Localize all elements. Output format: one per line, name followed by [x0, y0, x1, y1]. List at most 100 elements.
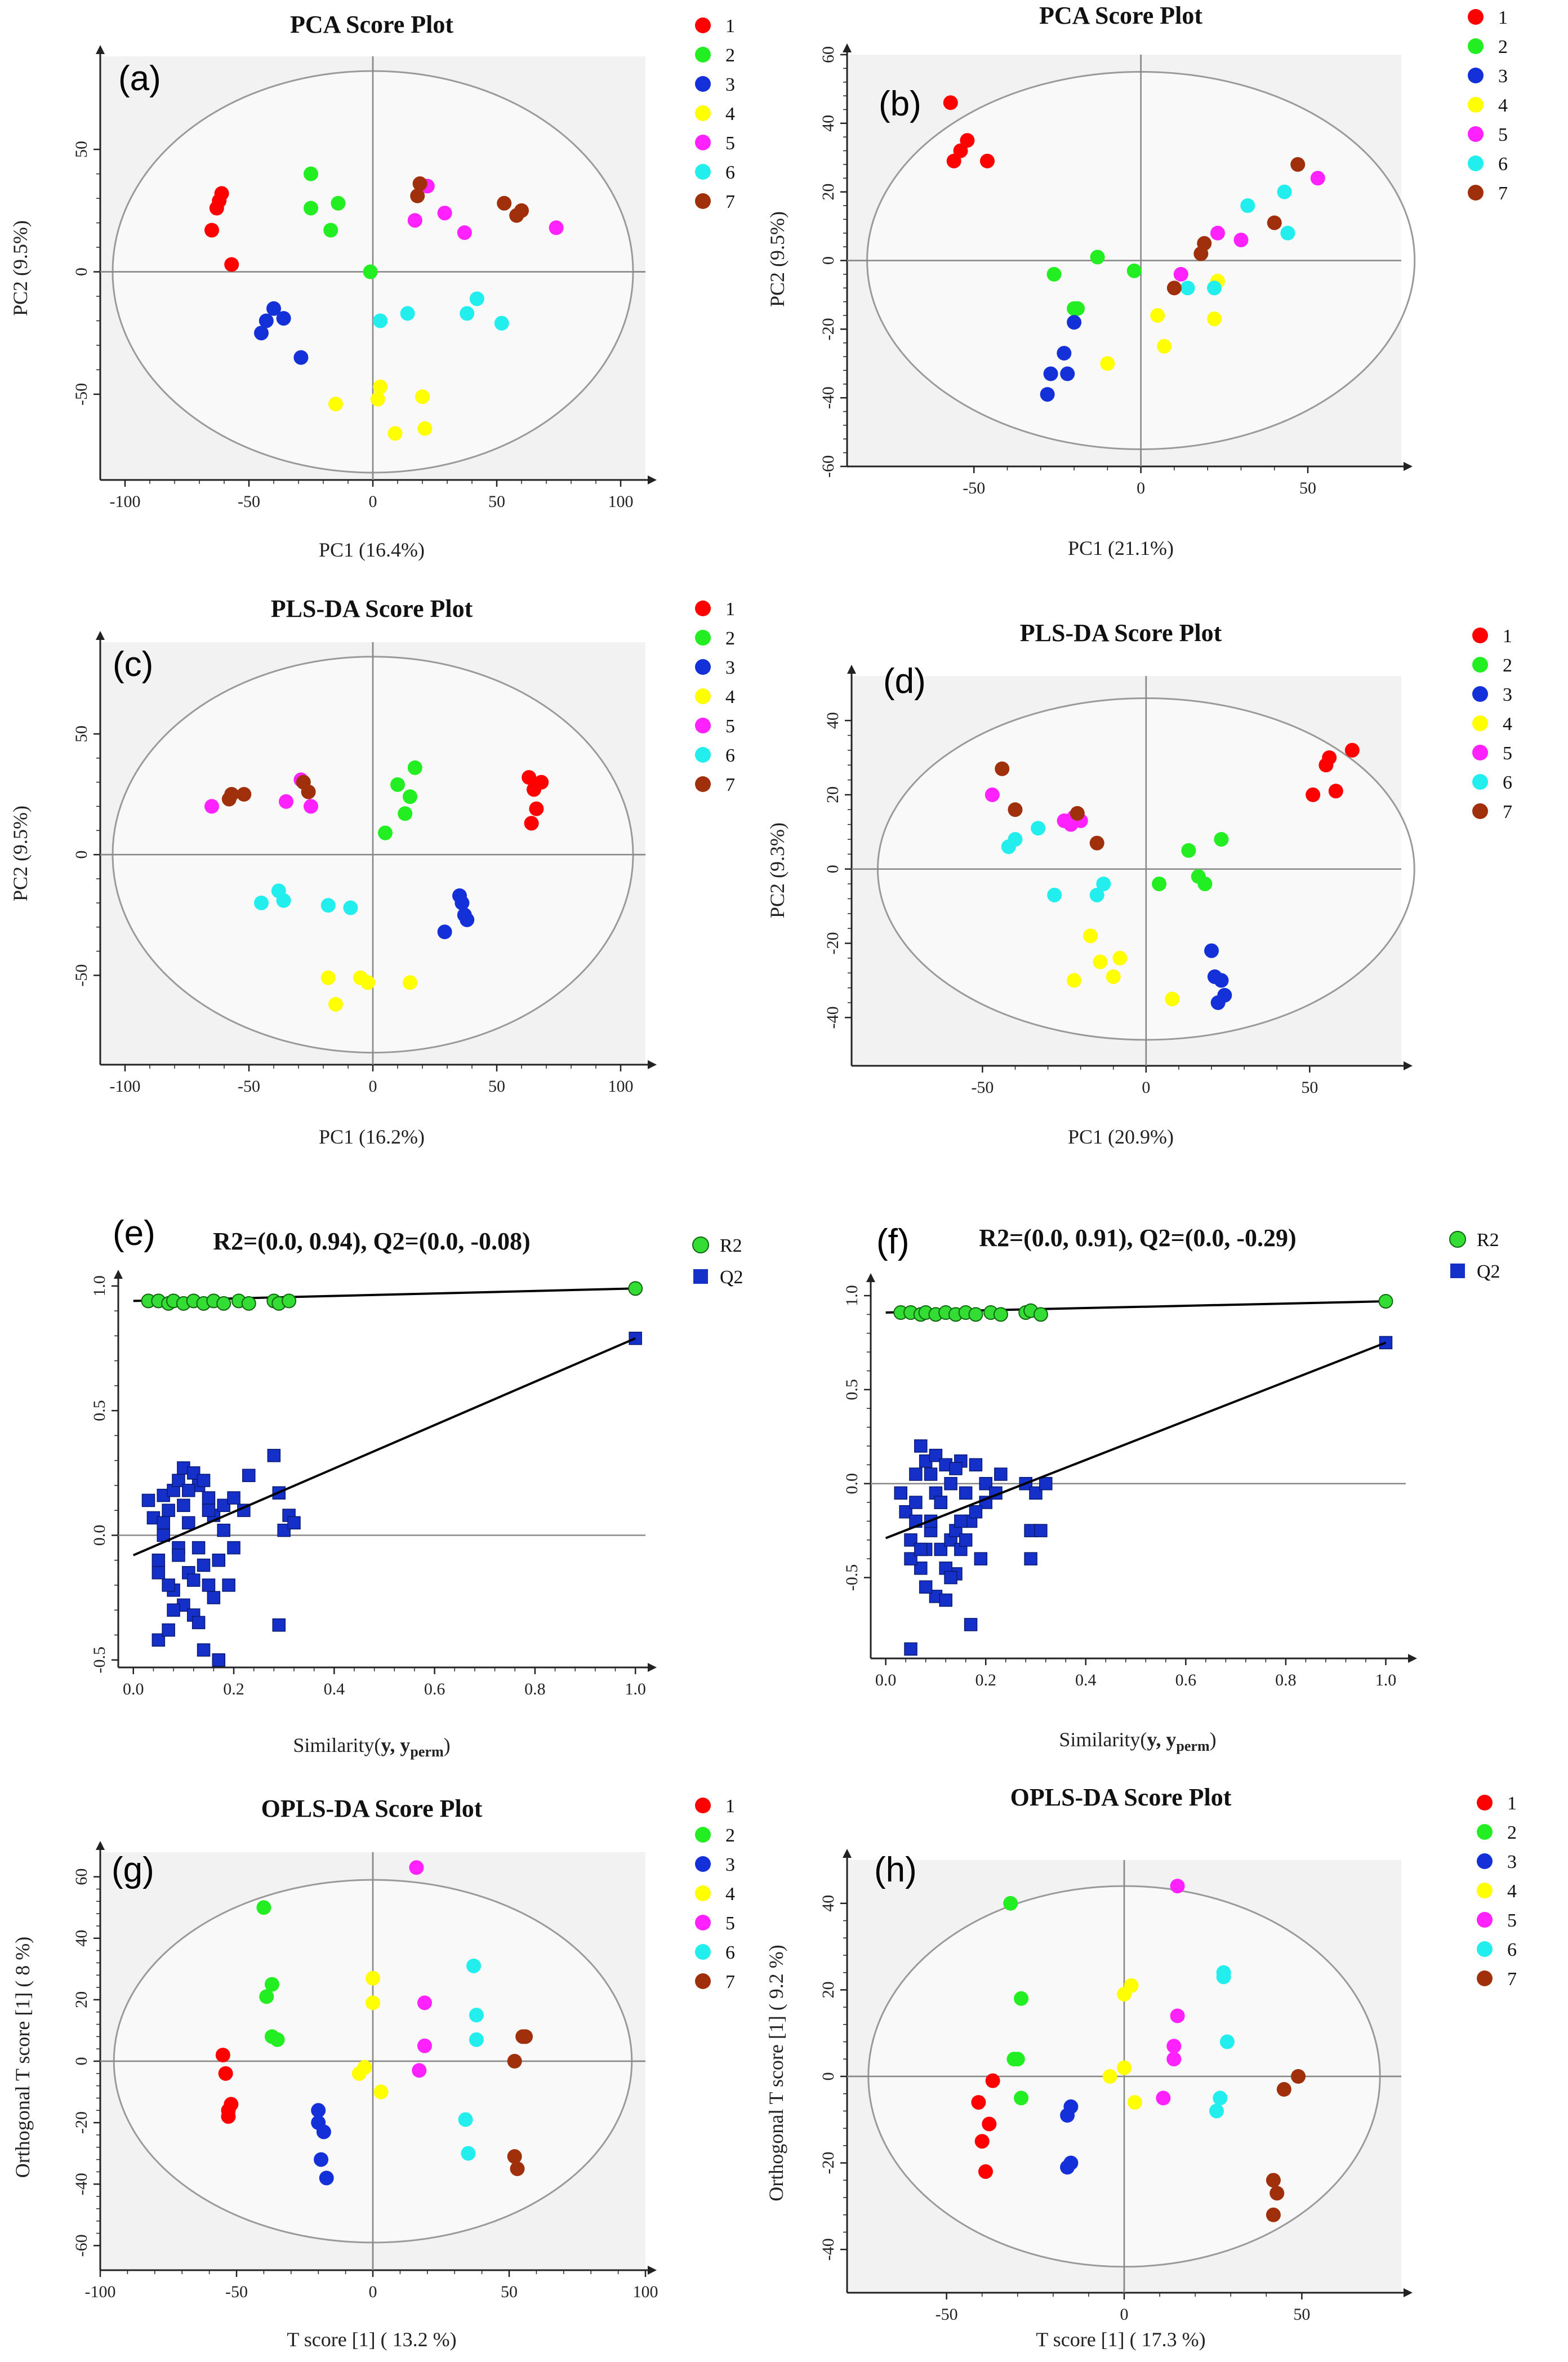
data-point-group-5 — [549, 220, 564, 235]
x-tick-label: 0.0 — [123, 1680, 144, 1698]
legend-marker — [1477, 1795, 1493, 1811]
q2-point — [904, 1642, 917, 1656]
data-point-group-2 — [1214, 831, 1229, 847]
q2-point — [959, 1533, 973, 1547]
data-point-group-2 — [270, 2032, 285, 2047]
x-tick-label: 50 — [1301, 1078, 1318, 1097]
legend-marker — [695, 659, 711, 675]
data-point-group-2 — [1014, 1991, 1029, 2006]
data-point-group-4 — [1124, 1978, 1139, 1993]
legend-marker — [695, 718, 711, 733]
x-tick-label: 0.6 — [424, 1680, 446, 1698]
data-point-group-6 — [1207, 281, 1222, 296]
chart-title: R2=(0.0, 0.91), Q2=(0.0, -0.29) — [979, 1224, 1296, 1252]
x-tick-label: 50 — [501, 2283, 518, 2301]
axis-arrow — [843, 43, 852, 52]
data-point-group-1 — [1306, 787, 1321, 802]
data-point-group-6 — [1216, 1969, 1231, 1985]
data-point-group-6 — [466, 1958, 482, 1973]
data-point-group-6 — [1031, 821, 1046, 836]
x-axis-label: T score [1] ( 17.3 %) — [1036, 2328, 1205, 2351]
x-tick-label: 0.4 — [324, 1680, 345, 1698]
y-tick-label: 50 — [72, 726, 91, 742]
legend-marker — [1472, 628, 1488, 643]
data-point-group-2 — [323, 223, 338, 238]
q2-point — [979, 1476, 992, 1491]
q2-point — [222, 1578, 235, 1592]
data-point-group-2 — [264, 1977, 279, 1992]
y-tick-label: -60 — [72, 2234, 91, 2257]
x-axis-label-suffix: ) — [1210, 1728, 1217, 1751]
legend-label: 6 — [725, 745, 735, 766]
x-tick-label: 100 — [608, 1077, 634, 1096]
x-axis-label-suffix: ) — [444, 1734, 451, 1756]
axis-arrow — [1408, 1654, 1417, 1663]
data-point-group-3 — [1060, 366, 1075, 381]
y-tick-label: -40 — [823, 1006, 842, 1029]
legend-label: 4 — [1498, 95, 1508, 116]
data-point-group-7 — [1166, 281, 1182, 296]
panel-label: (c) — [113, 645, 153, 684]
chart-panel-b: -50 0 50 -60 -40 -20 0 20 40 60 PCA Score Plot (b) P… — [766, 2, 1508, 559]
data-point-group-6 — [469, 2008, 484, 2023]
y-tick-label: 20 — [819, 1981, 838, 1998]
data-point-group-7 — [224, 787, 239, 802]
x-tick-label: 0 — [1142, 1078, 1150, 1097]
chart-title: OPLS-DA Score Plot — [261, 1795, 483, 1822]
legend-marker — [1468, 126, 1484, 142]
legend-marker — [695, 1944, 711, 1960]
legend-marker — [1468, 38, 1484, 54]
q2-regression-line — [132, 1337, 636, 1556]
y-tick-label: 20 — [819, 184, 838, 201]
data-point-group-2 — [259, 1989, 274, 2004]
legend-label: R2 — [1477, 1230, 1499, 1251]
panel-label: (e) — [113, 1214, 155, 1253]
q2-point — [152, 1553, 166, 1567]
data-point-group-3 — [1057, 345, 1072, 361]
y-axis-label: Orthogonal T score [1] ( 9.2 %) — [765, 1945, 787, 2201]
data-point-group-3 — [1217, 987, 1232, 1003]
legend-label: 4 — [1507, 1881, 1517, 1902]
q2-point — [969, 1458, 983, 1472]
q2-point — [242, 1469, 256, 1482]
legend-marker — [1472, 657, 1488, 673]
data-point-group-4 — [357, 2059, 372, 2075]
q2-point — [186, 1573, 201, 1587]
data-point-group-7 — [497, 195, 512, 211]
data-point-group-6 — [254, 895, 269, 910]
data-point-group-3 — [1043, 366, 1058, 381]
data-point-group-5 — [985, 787, 1000, 802]
y-tick-label: 0.5 — [843, 1379, 861, 1400]
data-point-group-4 — [1127, 2095, 1142, 2110]
chart-title: PLS-DA Score Plot — [271, 595, 473, 622]
data-point-group-4 — [366, 1970, 380, 1986]
x-tick-label: 0 — [369, 2283, 377, 2301]
data-point-group-7 — [507, 2149, 522, 2164]
legend-label: 3 — [1503, 684, 1512, 705]
data-point-group-6 — [494, 315, 509, 331]
legend-marker — [1477, 1824, 1493, 1840]
x-tick-label: -50 — [225, 2283, 248, 2301]
legend-label: 2 — [1498, 37, 1508, 57]
x-tick-label: -50 — [238, 492, 260, 511]
legend-marker — [695, 135, 711, 150]
data-point-group-4 — [1093, 954, 1108, 969]
data-point-group-2 — [1197, 877, 1213, 892]
data-point-group-6 — [1008, 831, 1023, 847]
q2-point — [919, 1580, 933, 1594]
data-point-group-6 — [458, 2112, 473, 2127]
data-point-group-1 — [218, 2066, 233, 2081]
data-point-group-6 — [469, 291, 484, 306]
data-point-group-6 — [461, 2146, 476, 2161]
data-point-group-1 — [1344, 742, 1360, 758]
legend-label: R2 — [720, 1235, 742, 1256]
data-point-group-3 — [1063, 2155, 1079, 2170]
y-tick-label: -50 — [72, 383, 91, 406]
data-point-group-6 — [1209, 2103, 1224, 2119]
data-point-group-4 — [366, 1995, 380, 2010]
data-point-group-4 — [1083, 928, 1098, 944]
legend-marker — [1472, 715, 1488, 731]
q2-point — [914, 1542, 928, 1556]
y-tick-label: 40 — [72, 1930, 91, 1947]
legend-label: 4 — [725, 1884, 735, 1905]
